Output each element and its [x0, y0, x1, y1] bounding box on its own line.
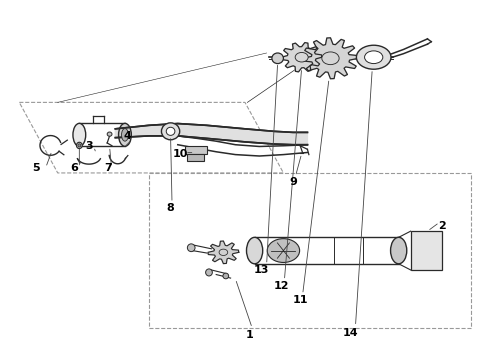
Ellipse shape	[246, 237, 263, 264]
Polygon shape	[187, 154, 204, 161]
Text: 3: 3	[85, 141, 93, 152]
Text: 4: 4	[123, 131, 131, 141]
Ellipse shape	[272, 53, 283, 64]
Ellipse shape	[73, 123, 86, 146]
Ellipse shape	[76, 142, 82, 149]
Text: 2: 2	[438, 221, 446, 231]
Ellipse shape	[107, 132, 112, 136]
Text: 1: 1	[246, 330, 254, 340]
Text: 8: 8	[167, 203, 174, 213]
Ellipse shape	[161, 123, 180, 140]
Circle shape	[219, 249, 228, 256]
Text: 14: 14	[343, 328, 359, 338]
Text: 12: 12	[273, 281, 289, 291]
Text: 5: 5	[32, 163, 40, 173]
Ellipse shape	[166, 127, 175, 135]
Ellipse shape	[187, 244, 195, 252]
Ellipse shape	[356, 45, 391, 69]
Ellipse shape	[365, 51, 383, 64]
Text: 10: 10	[172, 149, 188, 158]
Circle shape	[322, 52, 339, 65]
Polygon shape	[185, 147, 207, 154]
Ellipse shape	[391, 237, 407, 264]
Polygon shape	[115, 123, 307, 145]
Circle shape	[295, 53, 308, 62]
Text: 7: 7	[104, 163, 112, 173]
FancyBboxPatch shape	[411, 231, 442, 270]
Polygon shape	[208, 241, 239, 264]
Ellipse shape	[78, 144, 81, 147]
Ellipse shape	[119, 123, 131, 146]
Polygon shape	[281, 42, 322, 72]
Polygon shape	[303, 38, 358, 79]
Text: 6: 6	[71, 163, 78, 173]
Ellipse shape	[267, 239, 299, 262]
Text: 13: 13	[254, 265, 270, 275]
Text: 11: 11	[293, 295, 308, 305]
Ellipse shape	[122, 129, 128, 141]
Ellipse shape	[206, 269, 212, 276]
Text: 9: 9	[289, 177, 297, 187]
Ellipse shape	[223, 273, 229, 279]
